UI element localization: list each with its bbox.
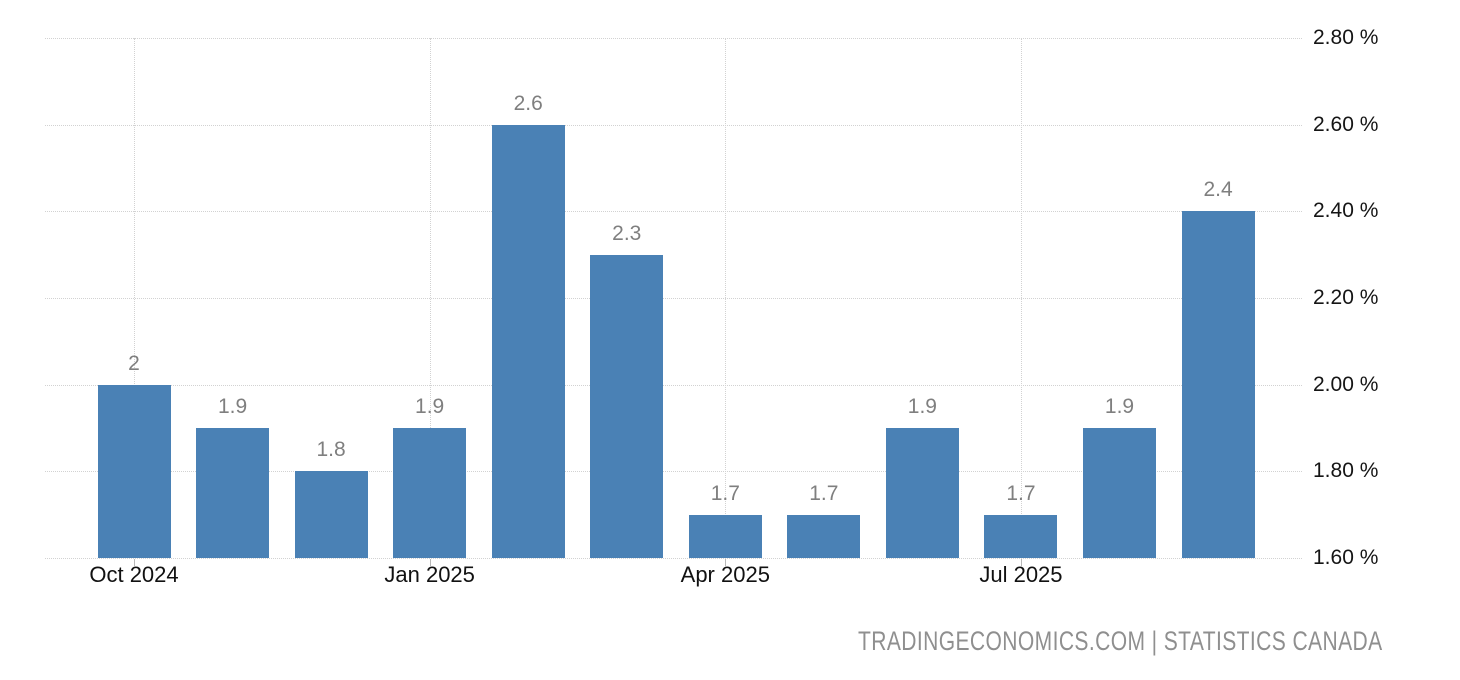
x-axis-label: Oct 2024 [89,562,179,587]
y-axis-label: 1.80 % [1313,459,1379,483]
vertical-gridline [429,38,431,558]
bar[interactable] [491,124,565,558]
y-axis-label: 2.60 % [1313,112,1379,136]
bar[interactable] [787,514,861,558]
bar-value-label: 1.7 [710,481,740,505]
x-axis-tick [134,559,135,566]
bar-value-label: 2.6 [513,91,543,115]
y-axis-label: 2.80 % [1313,26,1379,49]
bar-value-label: 1.9 [217,395,248,418]
bar[interactable] [97,384,171,558]
vertical-gridline [134,38,135,558]
bar[interactable] [590,254,664,558]
horizontal-gridline [45,124,1302,126]
bar-value-label: 1.7 [809,481,839,505]
bar-value-label: 2.3 [612,221,642,245]
bar-value-label: 1.7 [1006,481,1036,505]
bar-value-label: 1.8 [316,438,346,462]
horizontal-gridline [45,38,1302,39]
x-axis-label: Jan 2025 [384,562,475,587]
bar-value-label: 1.9 [1104,395,1135,418]
x-axis-tick [725,559,727,566]
bar[interactable] [688,514,762,558]
bar[interactable] [984,514,1058,558]
bar-value-label: 1.9 [907,395,937,418]
horizontal-gridline [45,558,1302,559]
bar[interactable] [1083,428,1156,558]
horizontal-gridline [45,384,1302,386]
vertical-gridline [725,38,727,558]
bar-value-label: 1.9 [415,395,445,418]
x-axis-tick [1020,559,1022,566]
y-axis-label: 2.40 % [1313,199,1379,223]
x-axis-label: Apr 2025 [680,562,770,587]
bar-value-label: 2 [128,351,140,375]
y-axis-label: 1.60 % [1313,546,1379,569]
horizontal-gridline [45,211,1302,213]
bar[interactable] [393,428,467,558]
bar[interactable] [294,471,368,558]
bar[interactable] [885,428,959,558]
y-axis-label: 2.20 % [1313,286,1379,309]
chart-attribution: TRADINGECONOMICS.COM | STATISTICS CANADA [858,626,1383,656]
bar[interactable] [196,428,270,558]
bar-value-label: 2.4 [1203,178,1233,202]
x-axis-tick [429,559,431,566]
horizontal-gridline [45,471,1302,473]
x-axis-label: Jul 2025 [979,562,1063,587]
horizontal-gridline [45,298,1302,299]
bar[interactable] [1181,211,1255,558]
vertical-gridline [1020,38,1022,558]
y-axis-label: 2.00 % [1313,372,1379,396]
